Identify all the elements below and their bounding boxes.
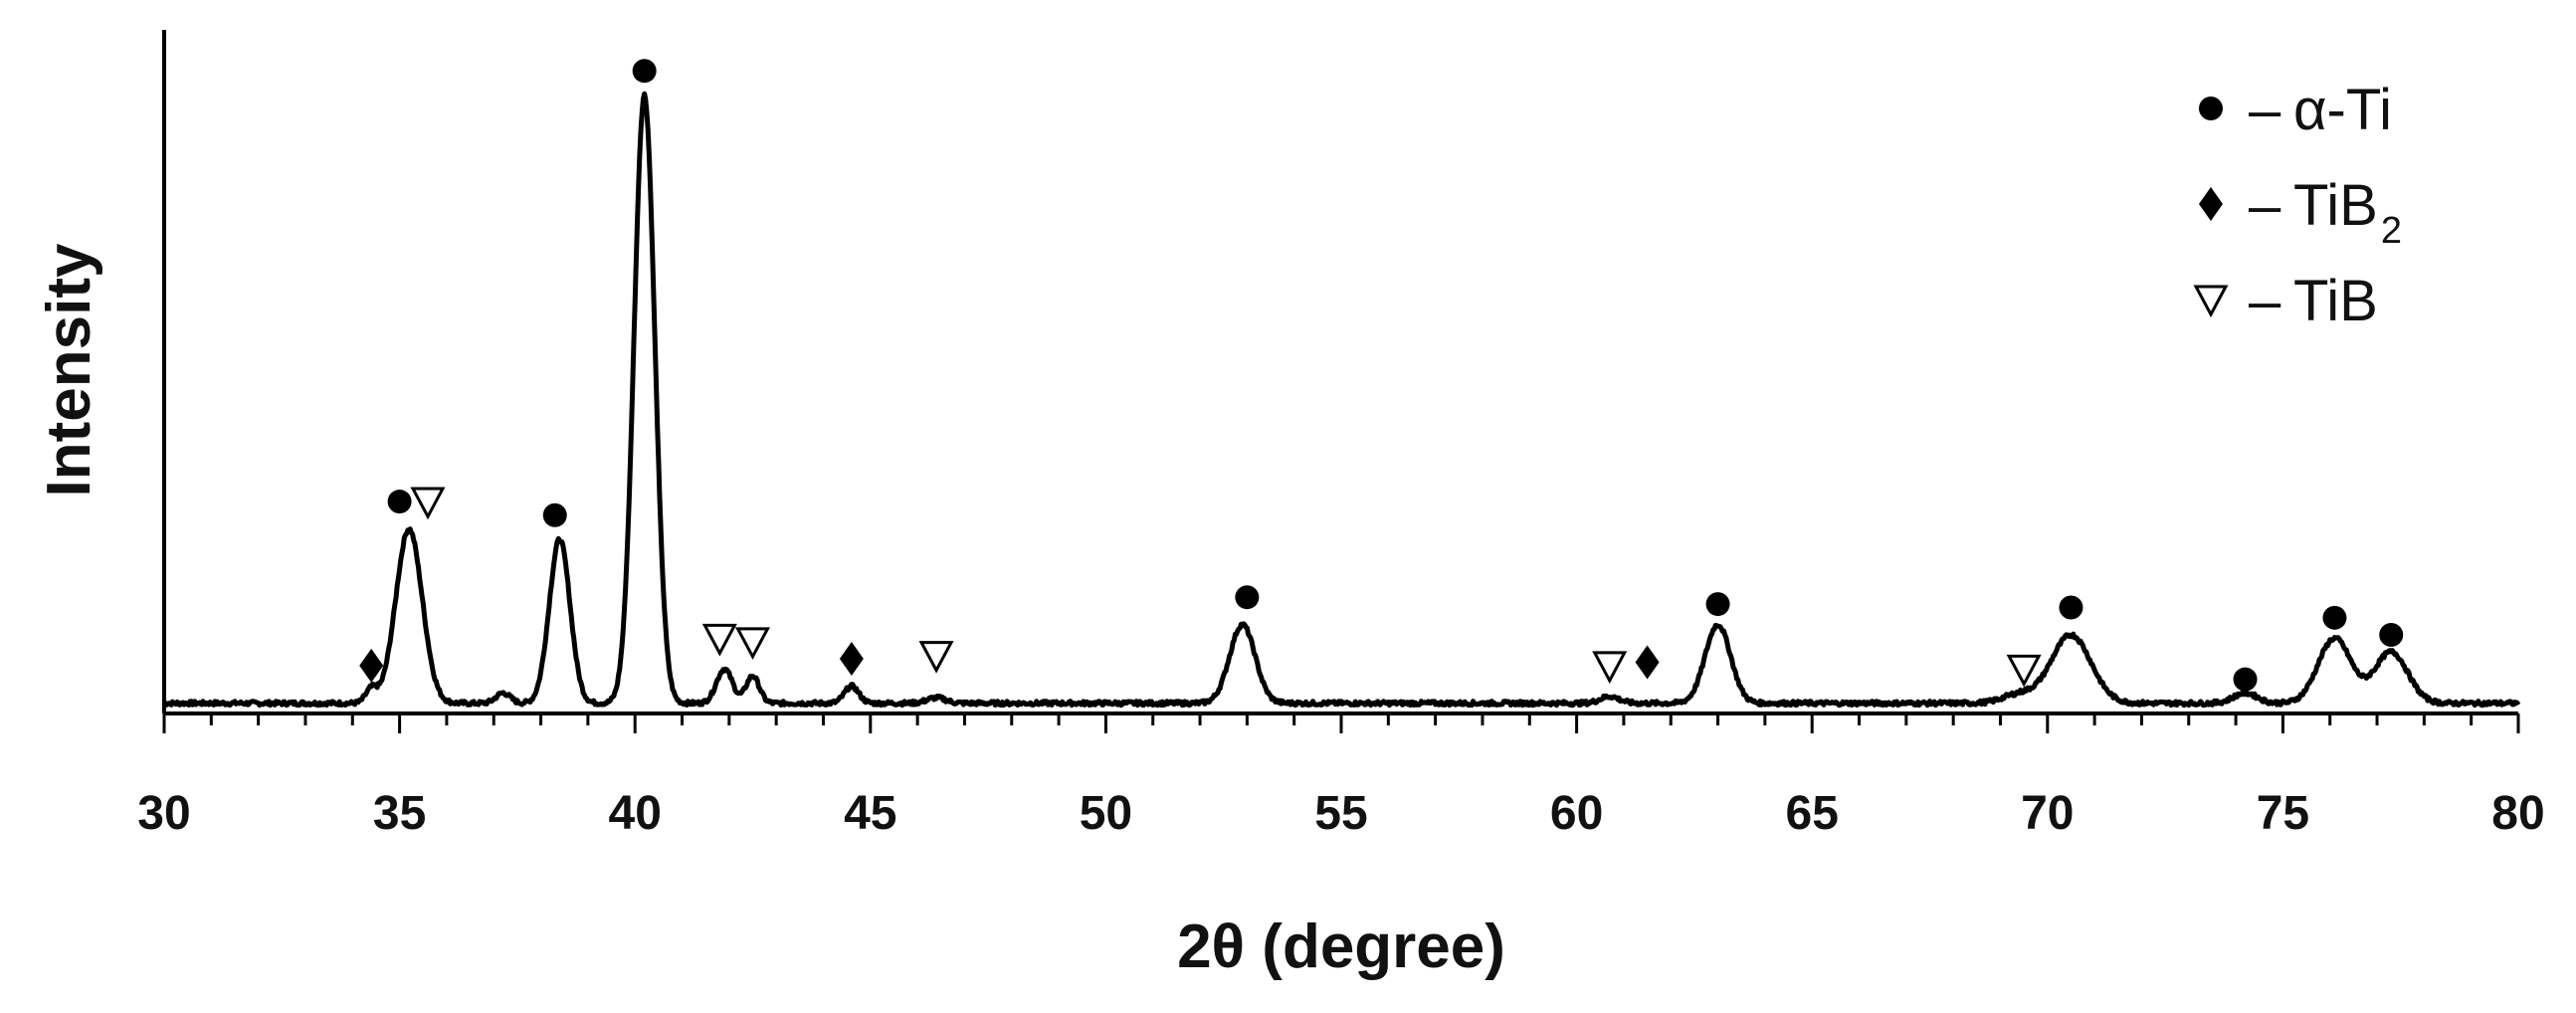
legend-label: TiB: [2293, 173, 2378, 238]
x-axis-tick-labels: 30 35 40 45 50 55 60 65 70 75 80: [137, 787, 2544, 840]
legend-item: – α-Ti: [2199, 78, 2392, 142]
x-tick-label: 70: [2021, 787, 2074, 840]
alpha-ti-marker: [2233, 667, 2258, 692]
x-tick-label: 75: [2257, 787, 2309, 840]
alpha-ti-marker: [2379, 622, 2404, 647]
legend-dash: –: [2249, 173, 2281, 238]
legend-circle-icon: [2199, 97, 2223, 120]
legend-label: α-Ti: [2293, 78, 2392, 142]
alpha-ti-marker: [1235, 585, 1260, 610]
x-tick-label: 80: [2491, 787, 2544, 840]
series-line-xrd-pattern: [162, 91, 2521, 709]
alpha-ti-marker: [632, 59, 657, 84]
x-axis-ticks: [162, 713, 2520, 733]
legend-dash: –: [2249, 78, 2281, 142]
legend-diamond-icon: [2199, 187, 2223, 221]
legend-item: – TiB: [2193, 269, 2378, 333]
alpha-ti-marker: [1705, 592, 1730, 617]
tib2-marker: [359, 648, 384, 683]
tib-marker: [734, 627, 771, 661]
legend-dash: –: [2249, 269, 2281, 333]
alpha-ti-marker: [542, 503, 567, 527]
x-axis-title: 2θ (degree): [1177, 912, 1505, 981]
tib-marker: [410, 487, 446, 520]
axes: 30 35 40 45 50 55 60 65 70 75 80: [137, 30, 2545, 840]
alpha-ti-marker: [2322, 605, 2347, 630]
tib2-marker: [839, 642, 864, 677]
tib-marker: [701, 623, 737, 657]
x-tick-label: 30: [137, 787, 190, 840]
tib-marker: [1592, 651, 1628, 685]
y-axis-title: Intensity: [35, 243, 103, 497]
peak-annotations: [359, 59, 2404, 692]
legend-label: TiB: [2293, 269, 2378, 333]
x-tick-label: 40: [609, 787, 662, 840]
x-tick-label: 60: [1550, 787, 1603, 840]
legend: – α-Ti– TiB 2– TiB: [2193, 78, 2402, 333]
tib-marker: [918, 641, 954, 674]
x-tick-label: 65: [1786, 787, 1839, 840]
x-tick-label: 50: [1080, 787, 1132, 840]
alpha-ti-marker: [2059, 595, 2083, 620]
tib-marker: [2006, 654, 2042, 688]
x-tick-label: 35: [373, 787, 426, 840]
legend-triangle-icon: [2193, 285, 2229, 318]
tib2-marker: [1635, 645, 1660, 680]
x-tick-label: 55: [1314, 787, 1367, 840]
alpha-ti-marker: [387, 490, 412, 514]
legend-label-subscript: 2: [2381, 210, 2402, 252]
legend-item: – TiB 2: [2199, 173, 2402, 252]
x-tick-label: 45: [844, 787, 896, 840]
